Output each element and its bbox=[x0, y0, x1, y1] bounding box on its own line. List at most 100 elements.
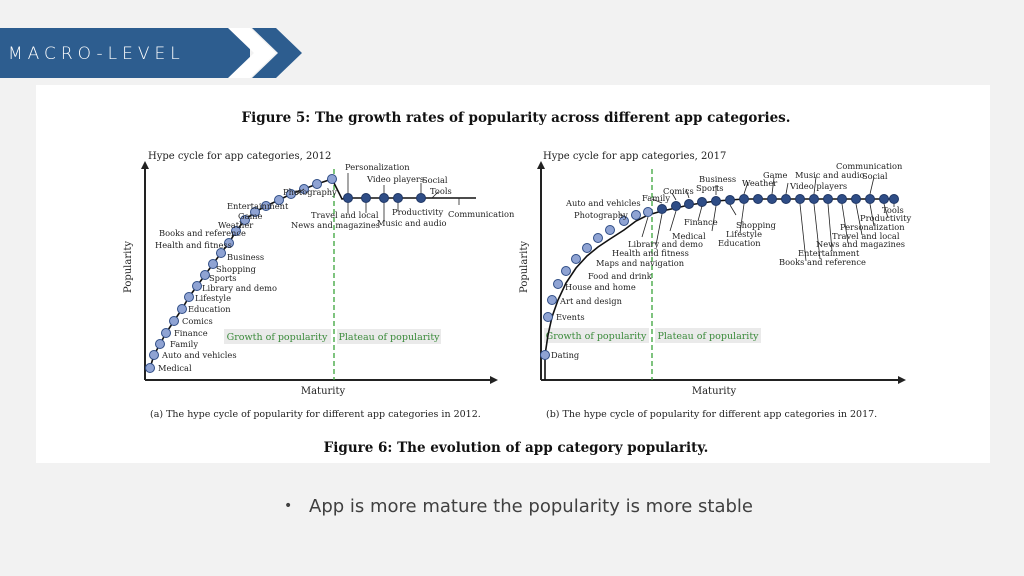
right-dot bbox=[593, 233, 603, 243]
left-phase-plateau: Plateau of popularity bbox=[338, 332, 440, 343]
left-label-books: Books and reference bbox=[159, 228, 246, 238]
left-dot bbox=[161, 328, 171, 338]
left-dot bbox=[343, 193, 353, 203]
left-dot bbox=[240, 215, 250, 225]
right-phase-growth: Growth of popularity bbox=[546, 331, 647, 342]
left-label-entertainment: Entertainment bbox=[227, 201, 289, 211]
right-label-medical: Medical bbox=[672, 231, 706, 241]
right-label-education: Education bbox=[718, 238, 761, 248]
left-y-arrow-icon bbox=[141, 161, 149, 169]
left-dot bbox=[169, 316, 179, 326]
left-dot bbox=[177, 304, 187, 314]
right-label-sports: Sports bbox=[696, 183, 724, 193]
right-label-comics: Comics bbox=[663, 186, 694, 196]
left-dot bbox=[200, 270, 210, 280]
right-dot bbox=[657, 204, 667, 214]
left-label-comics: Comics bbox=[182, 316, 213, 326]
left-dot bbox=[416, 193, 426, 203]
left-chart-title: Hype cycle for app categories, 2012 bbox=[148, 151, 331, 162]
left-dot bbox=[250, 207, 260, 217]
hype-cycle-figure: Figure 5: The growth rates of popularity… bbox=[123, 110, 912, 456]
right-dot bbox=[823, 194, 833, 204]
left-label-shopping: Shopping bbox=[216, 264, 257, 274]
right-label-social: Social bbox=[862, 171, 888, 181]
left-dot bbox=[208, 259, 218, 269]
left-label-personalization: Personalization bbox=[345, 162, 410, 172]
left-phase-growth-box bbox=[224, 329, 331, 344]
banner-arrow-icon bbox=[228, 28, 302, 78]
left-x-label: Maturity bbox=[301, 386, 346, 397]
left-label-education: Education bbox=[188, 304, 231, 314]
left-dot bbox=[261, 201, 271, 211]
left-dot bbox=[184, 292, 194, 302]
right-dot bbox=[582, 243, 592, 253]
right-label-food: Food and drink bbox=[588, 271, 653, 281]
right-dot bbox=[553, 279, 563, 289]
right-label-business: Business bbox=[699, 174, 736, 184]
right-dot bbox=[837, 194, 847, 204]
left-dot bbox=[192, 281, 202, 291]
right-dot bbox=[619, 216, 629, 226]
right-label-library: Library and demo bbox=[628, 239, 703, 249]
left-label-medical: Medical bbox=[158, 363, 192, 373]
right-label-entertainment: Entertainment bbox=[798, 248, 860, 258]
left-dot bbox=[216, 248, 226, 258]
left-dot bbox=[149, 350, 159, 360]
right-dot bbox=[753, 194, 763, 204]
left-dot bbox=[224, 238, 234, 248]
right-label-maps: Maps and navigation bbox=[596, 258, 685, 268]
left-label-productivity: Productivity bbox=[392, 207, 444, 217]
figure-6-title: Figure 6: The evolution of app category … bbox=[324, 440, 709, 456]
right-label-personalization: Personalization bbox=[840, 222, 905, 232]
left-phase-plateau-box bbox=[337, 329, 441, 344]
right-label-health: Health and fitness bbox=[612, 248, 689, 258]
left-label-family: Family bbox=[170, 339, 198, 349]
right-dot bbox=[571, 254, 581, 264]
section-title: MACRO-LEVEL bbox=[8, 44, 185, 64]
right-label-dating: Dating bbox=[551, 350, 580, 360]
right-dot bbox=[631, 210, 641, 220]
left-dot bbox=[393, 193, 403, 203]
left-dot bbox=[286, 189, 296, 199]
left-label-auto: Auto and vehicles bbox=[161, 350, 237, 360]
left-label-lifestyle: Lifestyle bbox=[195, 293, 231, 303]
right-label-shopping: Shopping bbox=[736, 220, 777, 230]
right-dot bbox=[711, 196, 721, 206]
right-dot bbox=[879, 194, 889, 204]
right-label-travel: Travel and local bbox=[832, 231, 900, 241]
right-dot bbox=[684, 199, 694, 209]
right-label-productivity: Productivity bbox=[860, 213, 912, 223]
right-dot bbox=[547, 295, 557, 305]
right-label-art: Art and design bbox=[559, 296, 623, 306]
right-dot bbox=[605, 225, 615, 235]
right-dot bbox=[561, 266, 571, 276]
right-label-house: House and home bbox=[565, 282, 636, 292]
left-hype-curve bbox=[149, 178, 476, 369]
right-label-finance: Finance bbox=[684, 217, 718, 227]
left-label-travel: Travel and local bbox=[311, 210, 379, 220]
left-label-finance: Finance bbox=[174, 328, 208, 338]
left-label-library: Library and demo bbox=[202, 283, 277, 293]
right-chart-2017: Hype cycle for app categories, 2017 Popu… bbox=[519, 151, 912, 420]
right-label-communication: Communication bbox=[836, 161, 903, 171]
left-dot bbox=[312, 179, 322, 189]
right-label-weather: Weather bbox=[742, 178, 777, 188]
right-label-game: Game bbox=[763, 170, 787, 180]
right-dot bbox=[889, 194, 899, 204]
left-label-news: News and magazines bbox=[291, 220, 380, 230]
right-label-auto: Auto and vehicles bbox=[565, 198, 641, 208]
right-dot bbox=[725, 195, 735, 205]
right-label-photography: Photography bbox=[574, 210, 628, 220]
right-label-news: News and magazines bbox=[816, 239, 905, 249]
right-y-label: Popularity bbox=[519, 241, 530, 293]
right-dot bbox=[643, 207, 653, 217]
right-phase-growth-box bbox=[544, 328, 649, 343]
right-caption: (b) The hype cycle of popularity for dif… bbox=[546, 409, 877, 420]
figure-5-title: Figure 5: The growth rates of popularity… bbox=[242, 110, 791, 126]
right-label-events: Events bbox=[556, 312, 585, 322]
right-dot bbox=[781, 194, 791, 204]
figure-panel: Figure 5: The growth rates of popularity… bbox=[36, 85, 990, 463]
right-label-video: Video players bbox=[789, 181, 847, 191]
right-dot bbox=[540, 350, 550, 360]
right-phase-plateau: Plateau of popularity bbox=[657, 331, 759, 342]
